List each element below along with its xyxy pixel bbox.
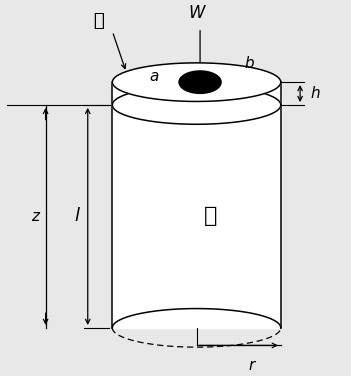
Polygon shape — [112, 63, 281, 102]
Text: a: a — [150, 70, 159, 84]
Text: b: b — [244, 56, 254, 71]
Text: 鸨: 鸨 — [93, 12, 104, 29]
Text: r: r — [248, 358, 254, 373]
Text: 鸨: 鸨 — [93, 12, 104, 29]
Ellipse shape — [179, 71, 221, 93]
Polygon shape — [112, 82, 281, 328]
Text: 铜: 铜 — [204, 206, 217, 226]
Text: h: h — [311, 86, 320, 101]
Text: l: l — [75, 208, 80, 226]
Polygon shape — [112, 86, 281, 124]
Text: W: W — [188, 5, 205, 23]
Text: z: z — [31, 209, 39, 224]
